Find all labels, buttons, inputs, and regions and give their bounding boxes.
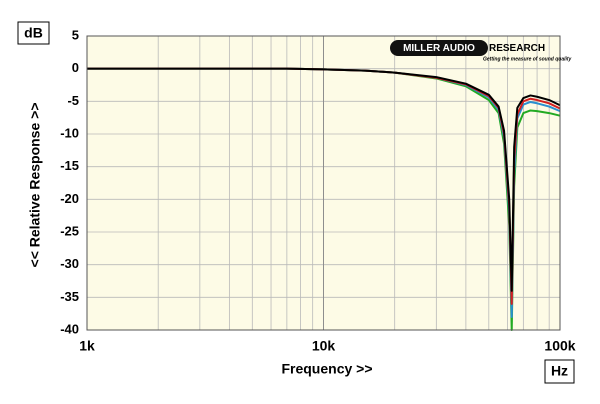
y-unit: dB — [24, 25, 43, 41]
y-tick-label: 5 — [72, 27, 79, 42]
x-unit: Hz — [551, 363, 568, 379]
logo: MILLER AUDIO RESEARCH Getting the measur… — [390, 40, 572, 62]
y-tick-label: -35 — [60, 289, 79, 304]
y-tick-label: -20 — [60, 191, 79, 206]
series-line — [87, 67, 561, 292]
logo-badge — [390, 40, 488, 56]
plot-frame — [86, 35, 561, 331]
logo-right: RESEARCH — [489, 43, 545, 54]
y-tick-label: 0 — [72, 60, 79, 75]
logo-tagline: Getting the measure of sound quality — [483, 56, 572, 62]
y-tick-label: -25 — [60, 223, 79, 238]
x-tick-label: 1k — [79, 338, 95, 354]
y-axis-label: << Relative Response >> — [27, 103, 43, 268]
y-unit-box — [17, 21, 50, 45]
y-tick-label: -10 — [60, 125, 79, 140]
y-tick-label: -40 — [60, 321, 79, 336]
x-axis-label: Frequency >> — [281, 361, 372, 377]
x-unit-box — [544, 359, 575, 384]
x-tick-label: 10k — [312, 338, 336, 354]
x-tick-label: 100k — [544, 338, 575, 354]
y-tick-label: -15 — [60, 158, 79, 173]
logo-left: MILLER AUDIO — [403, 43, 475, 54]
y-tick-label: -5 — [67, 93, 79, 108]
y-tick-label: -30 — [60, 256, 79, 271]
